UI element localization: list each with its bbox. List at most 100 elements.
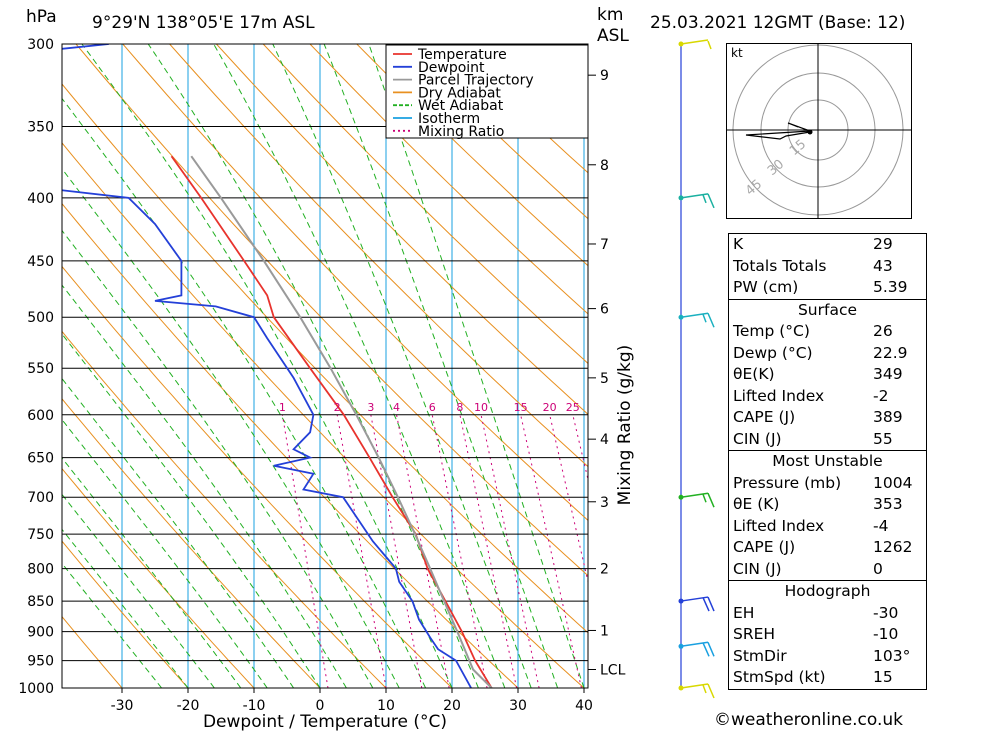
pressure-tick-label: 600 [27, 408, 54, 424]
mixing-ratio-line [370, 414, 423, 688]
mixing-ratio-line [431, 414, 488, 688]
temperature-line [170, 155, 493, 688]
dry-adiabat-line [62, 615, 123, 688]
wind-barb-flag [707, 596, 715, 612]
temperature-tick-label: 40 [575, 698, 593, 714]
legend-label: Temperature [417, 47, 507, 63]
hodograph-storm-motion [807, 129, 813, 135]
mixing-ratio-line [549, 414, 588, 584]
height-km-labels: 9 8 7 6 5 4 3 2 1 LCL [588, 68, 626, 678]
mixing-ratio-label: 25 [566, 401, 580, 414]
most-unstable-row: Lifted Index -4 [733, 516, 889, 535]
height-tick-label: 8 [600, 158, 609, 174]
dry-adiabat-line [62, 330, 387, 688]
dry-adiabat-line [62, 467, 255, 688]
wind-barb [678, 641, 715, 657]
temperature-tick-labels: -30 -20 -10 0 10 20 30 40 [111, 688, 593, 714]
hodograph-unit: kt [731, 46, 743, 60]
mixing-ratio-line [281, 414, 329, 688]
wet-adiabat-line [62, 229, 374, 688]
dry-adiabat-line [262, 44, 588, 365]
wind-barb-flag [707, 312, 715, 328]
stats-panel: K 29 Totals Totals 43 PW (cm) 5.39 Surface … [728, 233, 927, 690]
legend-label: Isotherm [418, 111, 480, 127]
wind-barb [678, 312, 715, 328]
temperature-tick-label: 0 [316, 698, 325, 714]
wet-adiabat-line [213, 44, 506, 688]
mixing-ratio-label: 10 [474, 401, 488, 414]
dry-adiabat-line [356, 44, 588, 267]
height-tick-label: LCL [600, 662, 626, 678]
mixing-ratio-label: 8 [456, 401, 463, 414]
most-unstable-row: CIN (J) 0 [733, 559, 883, 578]
mixing-ratio-label: 2 [334, 401, 341, 414]
temperature-tick-label: -10 [243, 698, 266, 714]
wet-adiabat-line [62, 562, 162, 688]
hodograph-stats-row: EH -30 [733, 603, 899, 622]
temperature-tick-label: 10 [377, 698, 395, 714]
pressure-tick-label: 650 [27, 451, 54, 467]
hodograph-trace [745, 122, 813, 140]
pressure-tick-label: 300 [27, 37, 54, 53]
mixing-ratio-line [480, 414, 540, 688]
sounding-series [62, 44, 493, 688]
pressure-tick-label: 750 [27, 527, 54, 543]
wind-barb-flag [702, 597, 710, 612]
pressure-tick-label: 700 [27, 490, 54, 506]
legend-box [385, 44, 589, 139]
most-unstable-box: Most Unstable Pressure (mb) 1004 θE (K) 35… [728, 450, 927, 581]
wind-barb-flag [707, 642, 715, 657]
most-unstable-row: CAPE (J) 1262 [733, 538, 913, 556]
wind-barb-shaft [680, 492, 709, 498]
legend-label: Mixing Ratio [418, 124, 504, 140]
parcel-trajectory-line [190, 155, 493, 688]
plot-frame [61, 43, 589, 689]
wind-barb-shaft [680, 312, 709, 318]
wind-barb-flag [707, 193, 715, 209]
temperature-tick-label: -20 [177, 698, 200, 714]
wind-barb-half-flag [707, 40, 712, 50]
wind-barb-half-flag [702, 194, 707, 204]
surface-row: Dewp (°C) 22.9 [733, 343, 908, 362]
wind-barb-flag [707, 492, 715, 508]
mixing-ratio-label: 3 [367, 401, 374, 414]
wind-barb [678, 683, 715, 699]
index-row-totals: Totals Totals 43 [733, 256, 893, 275]
km-unit-label: km [597, 5, 623, 25]
wet-adiabat-line [368, 44, 585, 688]
hodograph-wind-trace [745, 130, 811, 140]
wind-barb-shaft [680, 39, 709, 45]
indices-box: K 29 Totals Totals 43 PW (cm) 5.39 [728, 233, 927, 300]
wet-adiabat-line [62, 97, 427, 688]
wind-barb [678, 193, 715, 209]
most-unstable-row: Pressure (mb) 1004 [733, 473, 913, 492]
mixing-ratio-labels: 1 2 3 4 6 8 10 15 20 25 [279, 401, 580, 414]
index-row-k: K 29 [733, 235, 893, 253]
wet-adiabat-line [62, 528, 189, 688]
wet-adiabat-line [62, 493, 215, 688]
pressure-tick-label: 800 [27, 562, 54, 578]
mixing-ratio-line [520, 414, 582, 688]
surface-row: CIN (J) 55 [733, 429, 893, 448]
pressure-tick-label: 900 [27, 625, 54, 641]
asl-unit-label: ASL [597, 26, 629, 46]
dewpoint-line [62, 44, 472, 688]
datetime-label: 25.03.2021 12GMT (Base: 12) [650, 13, 905, 33]
surface-row: Lifted Index -2 [733, 386, 889, 405]
mixing-ratio-label: 20 [543, 401, 557, 414]
pressure-tick-label: 950 [27, 654, 54, 670]
wind-barb-flag [707, 683, 715, 699]
temperature-tick-label: 20 [443, 698, 461, 714]
credit-footer[interactable]: ©weatheronline.co.uk [714, 710, 904, 730]
wind-barb-half-flag [702, 684, 707, 694]
hodograph-stats-row: SREH -10 [733, 625, 899, 643]
x-axis-title: Dewpoint / Temperature (°C) [203, 712, 447, 732]
surface-box: Surface Temp (°C) 26 Dewp (°C) 22.9 θE(K) 3… [728, 298, 927, 451]
hodograph-upper-trace [787, 122, 811, 132]
index-row-pw: PW (cm) 5.39 [733, 278, 908, 296]
wet-adiabat-line [62, 457, 242, 688]
hodograph-stats-box: Hodograph EH -30 SREH -10 StmDir 103° StmSp… [728, 580, 927, 690]
mixing-ratio-label: 6 [429, 401, 436, 414]
pressure-tick-label: 550 [27, 361, 54, 377]
pressure-tick-label: 400 [27, 191, 54, 207]
